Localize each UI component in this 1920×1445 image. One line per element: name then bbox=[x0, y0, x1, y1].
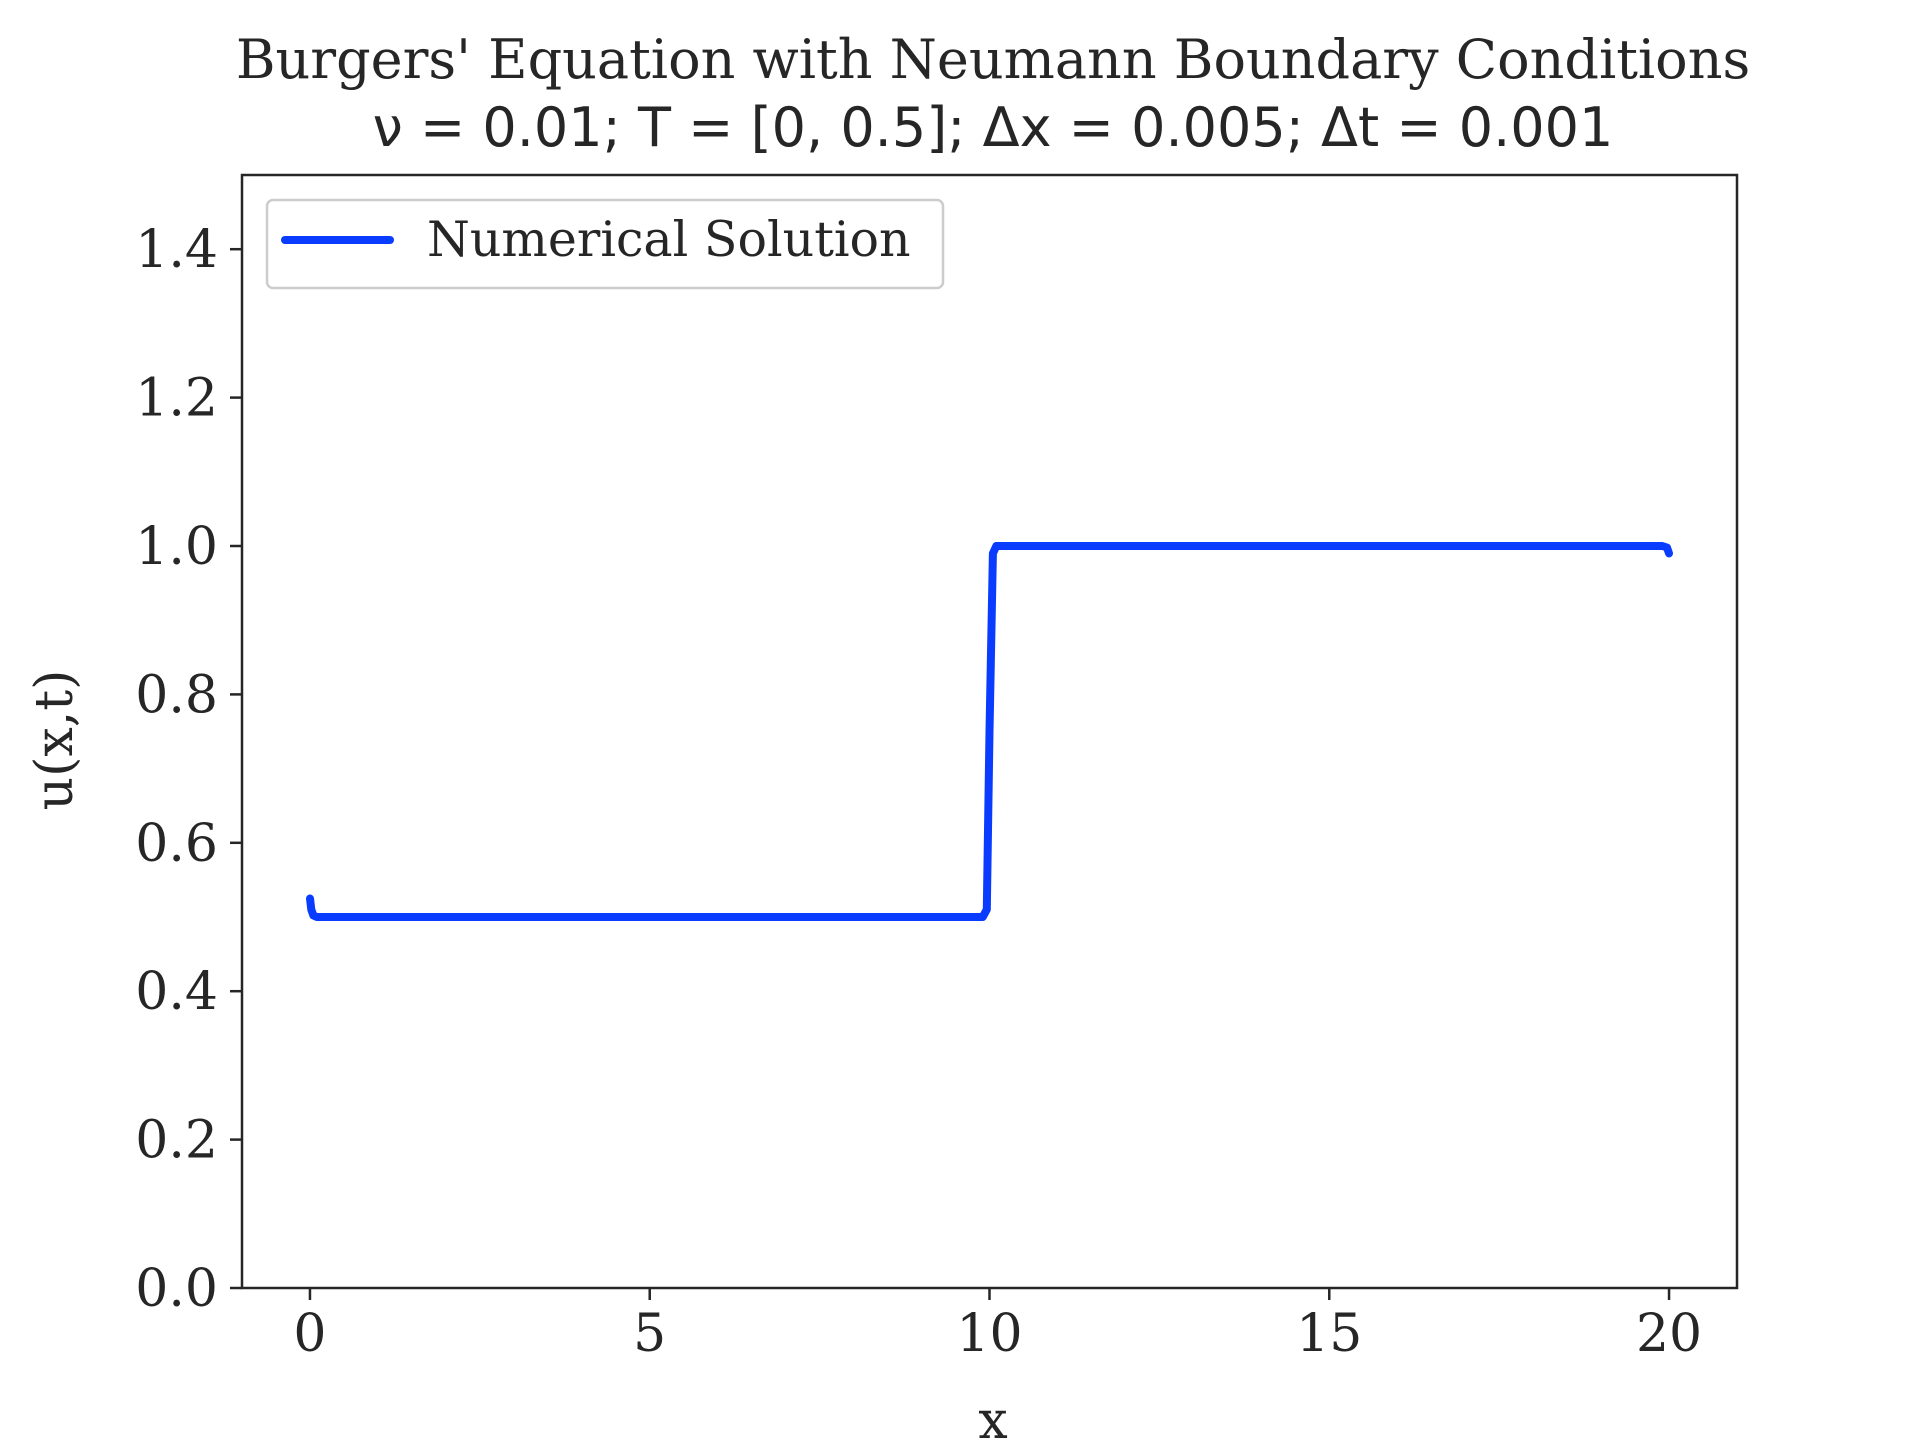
y-tick-label: 1.2 bbox=[135, 369, 218, 429]
x-tick-label: 10 bbox=[956, 1304, 1022, 1364]
y-tick-label: 0.0 bbox=[135, 1259, 218, 1319]
x-axis-label: x bbox=[978, 1391, 1007, 1440]
y-tick-label: 0.4 bbox=[135, 962, 218, 1022]
y-axis: 0.0 0.2 0.4 0.6 0.8 1.0 1.2 1.4 bbox=[135, 220, 242, 1319]
series-layer bbox=[306, 542, 1673, 921]
y-axis-label: u(x,t) bbox=[25, 670, 85, 811]
legend-label: Numerical Solution bbox=[427, 211, 911, 268]
chart-subtitle: ν = 0.01; T = [0, 0.5]; Δx = 0.005; Δt =… bbox=[373, 96, 1614, 159]
y-tick-label: 1.4 bbox=[135, 220, 218, 280]
x-axis: 0 5 10 15 20 bbox=[293, 1288, 1702, 1364]
legend-box bbox=[265, 198, 945, 290]
y-tick-label: 0.6 bbox=[135, 814, 218, 874]
legend: Numerical Solution bbox=[265, 198, 945, 290]
x-tick-label: 20 bbox=[1636, 1304, 1702, 1364]
x-tick-label: 5 bbox=[633, 1304, 666, 1364]
y-tick-label: 0.2 bbox=[135, 1111, 218, 1171]
series-line-numerical-solution bbox=[306, 542, 1673, 921]
x-tick-label: 15 bbox=[1296, 1304, 1362, 1364]
x-tick-label: 0 bbox=[293, 1304, 326, 1364]
chart-title: Burgers' Equation with Neumann Boundary … bbox=[236, 28, 1750, 91]
y-tick-label: 1.0 bbox=[135, 517, 218, 577]
y-tick-label: 0.8 bbox=[135, 665, 218, 725]
